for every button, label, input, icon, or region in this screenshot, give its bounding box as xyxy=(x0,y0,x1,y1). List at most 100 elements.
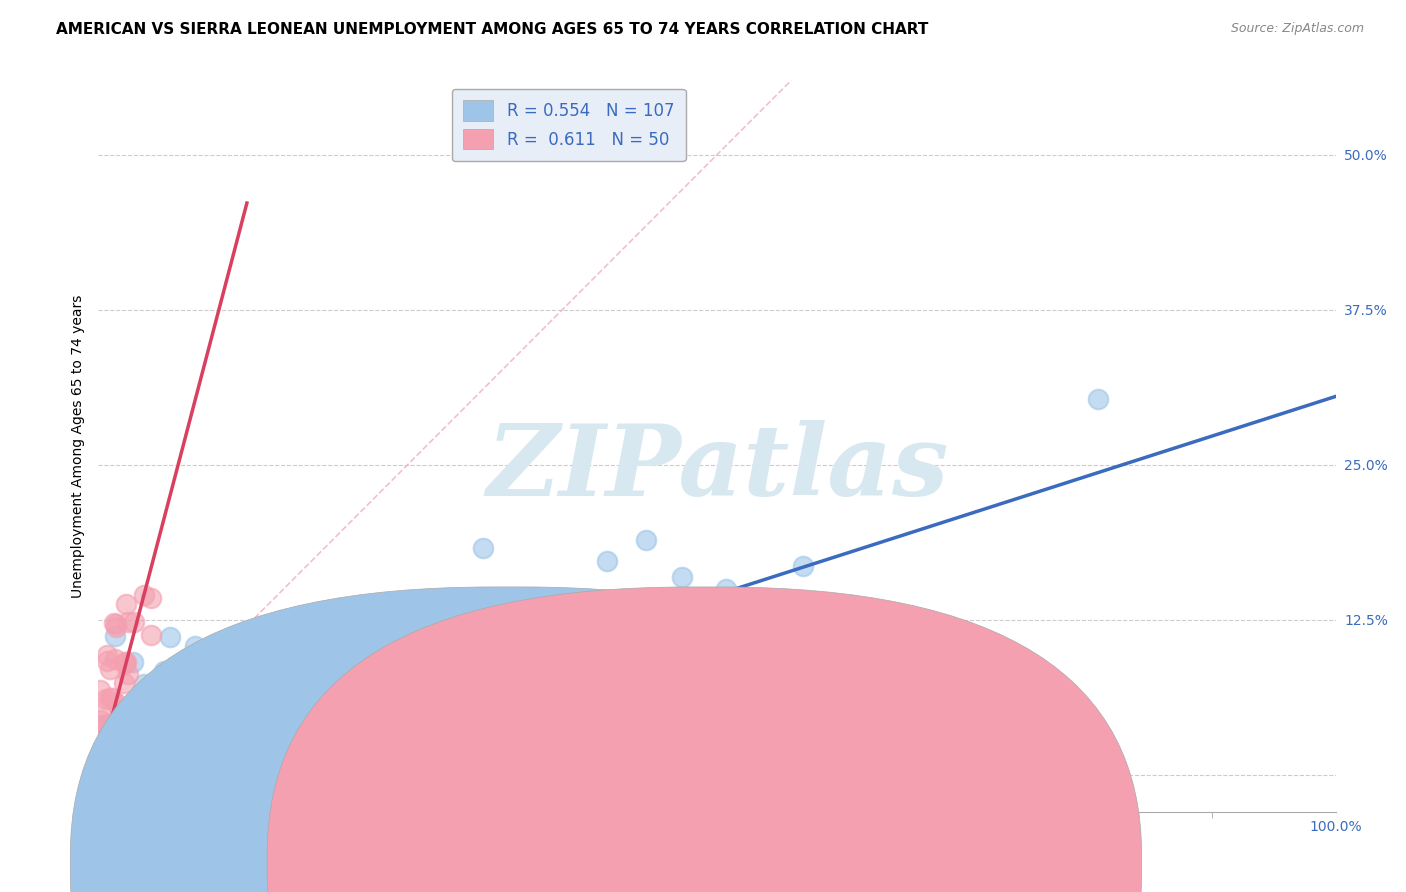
Text: ZIPatlas: ZIPatlas xyxy=(486,420,948,516)
Point xyxy=(346,707,368,722)
Point xyxy=(412,738,434,752)
Point xyxy=(114,656,136,670)
Point xyxy=(231,730,253,744)
Point xyxy=(152,798,174,813)
Point xyxy=(114,798,136,813)
Point xyxy=(93,764,115,779)
Point xyxy=(134,798,156,813)
Point xyxy=(333,798,356,813)
Point xyxy=(132,798,155,813)
Text: AMERICAN VS SIERRA LEONEAN UNEMPLOYMENT AMONG AGES 65 TO 74 YEARS CORRELATION CH: AMERICAN VS SIERRA LEONEAN UNEMPLOYMENT … xyxy=(56,22,928,37)
Point xyxy=(250,777,273,791)
Point xyxy=(91,797,114,812)
Point xyxy=(122,615,145,629)
Point xyxy=(93,727,115,741)
Point xyxy=(382,783,405,797)
Point xyxy=(111,798,134,813)
Point xyxy=(380,695,402,709)
Point xyxy=(226,754,249,768)
Point xyxy=(93,753,115,767)
Point xyxy=(357,781,380,796)
Text: Source: ZipAtlas.com: Source: ZipAtlas.com xyxy=(1230,22,1364,36)
Point xyxy=(98,690,121,705)
Point xyxy=(243,747,266,762)
Point xyxy=(90,746,112,760)
Point xyxy=(246,665,269,679)
Point xyxy=(89,798,111,813)
Point xyxy=(329,798,352,813)
Point xyxy=(117,666,139,681)
Point xyxy=(91,742,114,756)
Legend: R = 0.554   N = 107, R =  0.611   N = 50: R = 0.554 N = 107, R = 0.611 N = 50 xyxy=(451,88,686,161)
Point xyxy=(503,679,526,693)
Point xyxy=(98,731,121,746)
Point xyxy=(429,798,451,813)
Point xyxy=(315,650,337,665)
Point xyxy=(150,745,173,759)
Point xyxy=(596,553,619,567)
Point xyxy=(254,780,277,795)
Point xyxy=(550,698,572,713)
Point xyxy=(212,771,235,785)
Point xyxy=(658,615,681,630)
Point xyxy=(285,777,308,791)
Point xyxy=(115,597,138,611)
Point xyxy=(89,798,111,813)
Point xyxy=(252,798,274,813)
Point xyxy=(105,696,128,710)
Point xyxy=(253,798,276,813)
Point xyxy=(176,657,198,672)
Point xyxy=(89,682,111,697)
Point xyxy=(218,761,240,775)
Point xyxy=(91,796,114,810)
Point xyxy=(340,681,363,696)
Point xyxy=(132,677,155,691)
Point xyxy=(187,739,209,753)
Point xyxy=(112,676,135,690)
Point xyxy=(114,798,136,813)
Point xyxy=(90,704,112,718)
Point xyxy=(128,798,150,813)
Point xyxy=(90,757,112,772)
Point xyxy=(205,792,228,806)
Point xyxy=(437,798,460,813)
Point xyxy=(186,777,208,791)
Point xyxy=(114,772,136,786)
Point xyxy=(1087,392,1109,406)
Point xyxy=(115,718,138,732)
Point xyxy=(103,782,125,797)
Point xyxy=(96,747,118,762)
Point xyxy=(91,739,114,753)
Point xyxy=(104,629,127,643)
Point xyxy=(122,656,145,670)
Point xyxy=(125,780,148,795)
Point xyxy=(101,721,124,735)
Point xyxy=(117,615,139,629)
Point xyxy=(97,798,120,813)
Point xyxy=(105,753,128,767)
Point xyxy=(254,782,277,797)
Text: Americans: Americans xyxy=(527,856,616,874)
Point xyxy=(153,664,176,678)
Point xyxy=(93,756,115,770)
Point xyxy=(276,637,298,651)
Point xyxy=(287,731,309,746)
Point xyxy=(89,757,111,772)
Point xyxy=(103,616,125,631)
Point xyxy=(142,798,165,813)
Point xyxy=(89,714,111,728)
Point xyxy=(143,690,166,704)
Point xyxy=(159,630,181,644)
Point xyxy=(108,778,131,792)
Point xyxy=(262,732,284,747)
Point xyxy=(104,725,127,739)
Point xyxy=(314,798,336,813)
Point xyxy=(434,791,457,805)
Point xyxy=(96,654,118,668)
Point xyxy=(89,731,111,746)
Point xyxy=(222,739,245,754)
Point xyxy=(98,798,121,813)
Point xyxy=(269,684,291,698)
Point xyxy=(89,798,111,813)
Point xyxy=(471,541,494,555)
